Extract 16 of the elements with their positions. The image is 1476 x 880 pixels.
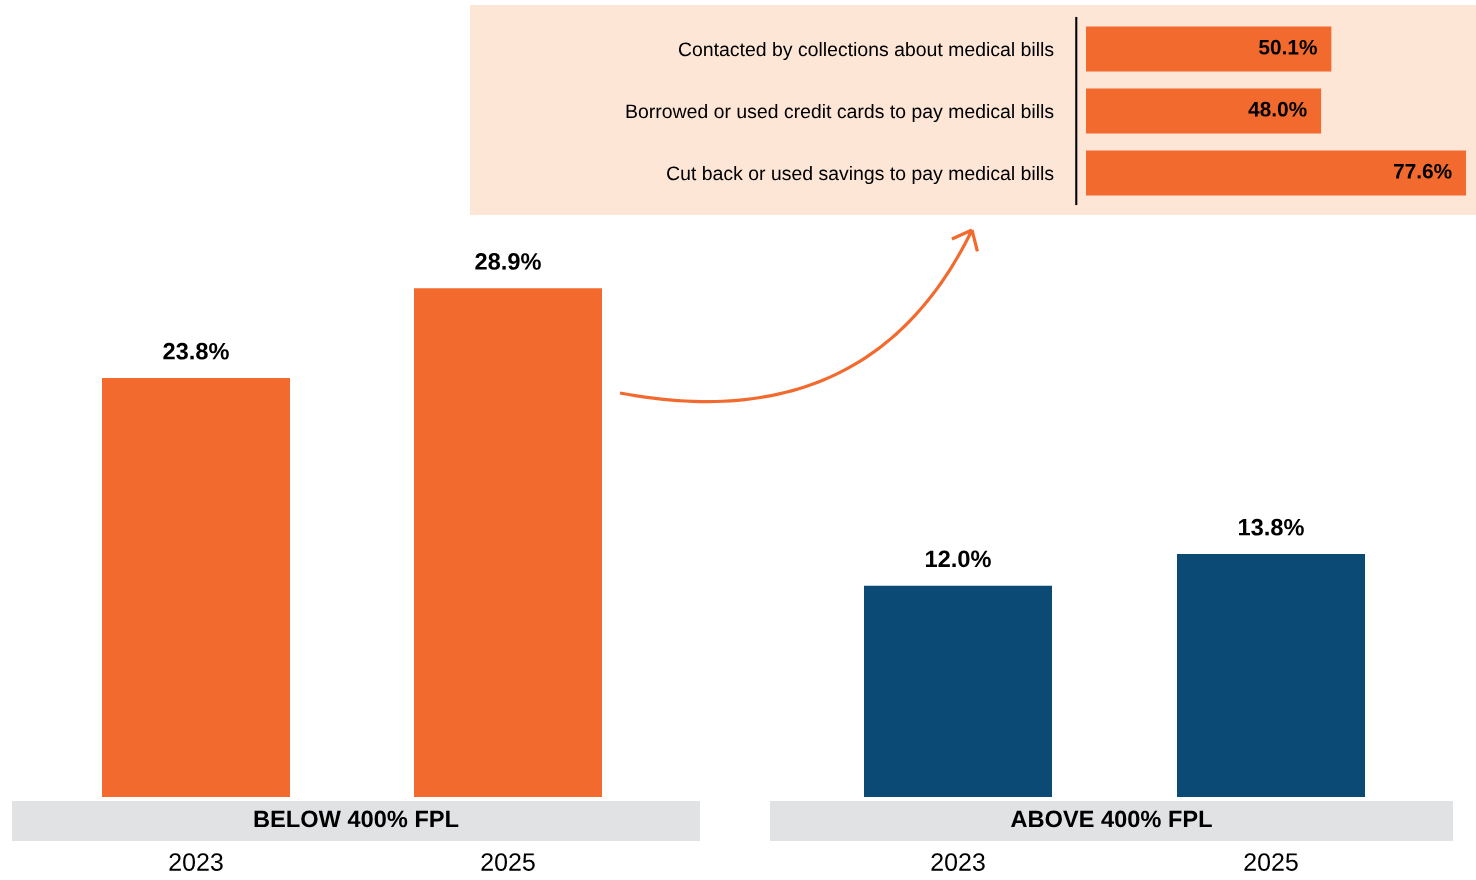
data-label: 50.1% (1259, 39, 1317, 55)
x-axis-title: BELOW 400% FPL (254, 810, 459, 828)
x-tick-label: 2023 (931, 853, 985, 871)
data-label: 12.0% (926, 550, 991, 568)
data-label: 28.9% (475, 253, 541, 270)
data-label: 77.6% (1393, 163, 1452, 179)
y-tick-label: Contacted by collections about medical bills (678, 41, 1054, 61)
y-tick-label: Cut back or used savings to pay medical bills (667, 165, 1054, 185)
y-tick-label: Borrowed or used credit cards to pay medical bills (626, 103, 1054, 123)
x-tick-label: 2025 (481, 853, 535, 871)
data-label: 23.8% (163, 342, 229, 360)
x-tick-label: 2025 (1244, 853, 1298, 871)
x-axis-title: ABOVE 400% FPL (1011, 810, 1212, 828)
data-label: 13.8% (1239, 518, 1304, 536)
x-tick-label: 2023 (169, 853, 223, 871)
data-label: 48.0% (1248, 101, 1307, 117)
